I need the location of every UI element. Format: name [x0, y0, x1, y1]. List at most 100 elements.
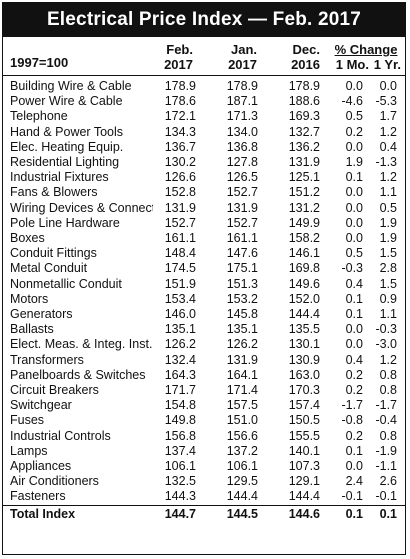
table-row: Appliances 106.1 106.1 107.3 0.0 -1.1 — [3, 459, 405, 474]
mo-value: 0.1 — [345, 170, 363, 185]
yr-value: 1.9 — [379, 215, 397, 230]
category-name: Industrial Fixtures — [10, 170, 109, 185]
category-name: Elect. Meas. & Integ. Inst. — [10, 337, 153, 352]
mo-value: -0.3 — [341, 261, 363, 276]
feb-header-year: 2017 — [164, 57, 193, 72]
feb-value: 151.9 — [164, 276, 196, 291]
yr-value: 2.6 — [379, 474, 397, 489]
yr-value: 0.4 — [379, 139, 397, 154]
jan-value: 145.8 — [226, 307, 258, 322]
jan-value: 164.1 — [226, 367, 258, 382]
feb-value: 152.8 — [164, 185, 196, 200]
one-year-header: 1 Yr. — [373, 57, 401, 72]
category-name: Telephone — [10, 109, 68, 124]
yr-value: 0.1 — [363, 504, 397, 522]
row-spacer — [397, 429, 405, 444]
row-spacer — [397, 337, 405, 352]
jan-value: 147.6 — [226, 246, 258, 261]
jan-value: 153.2 — [226, 291, 258, 306]
feb-value: 136.7 — [164, 139, 196, 154]
price-index-table-frame: Electrical Price Index — Feb. 2017 1997=… — [2, 2, 406, 555]
table-row: Wiring Devices & Connectors 131.9 131.9 131… — [3, 201, 405, 216]
jan-value: 126.5 — [226, 170, 258, 185]
mo-value: 0.1 — [345, 291, 363, 306]
category-name: Industrial Controls — [10, 428, 111, 443]
jan-value: 175.1 — [226, 261, 258, 276]
category-name: Transformers — [10, 352, 84, 367]
feb-column-header: Feb. 2017 — [163, 42, 193, 72]
table-row: Boxes 161.1 161.1 158.2 0.0 1.9 — [3, 231, 405, 246]
dec-value: 144.4 — [288, 489, 320, 504]
mo-value: 0.1 — [320, 504, 363, 522]
pct-change-label: % Change — [334, 42, 398, 57]
table-row: Motors 153.4 153.2 152.0 0.1 0.9 — [3, 292, 405, 307]
category-name: Conduit Fittings — [10, 246, 97, 261]
dec-value: 169.3 — [288, 109, 320, 124]
jan-value: 152.7 — [226, 215, 258, 230]
feb-value: 178.9 — [164, 79, 196, 93]
table-row: Power Wire & Cable 178.6 187.1 188.6 -4.6 -5.… — [3, 94, 405, 109]
jan-value: 187.1 — [226, 94, 258, 109]
category-name: Total Index — [3, 504, 153, 522]
table-row: Residential Lighting 130.2 127.8 131.9 1.9 -1… — [3, 155, 405, 170]
dec-header-month: Dec. — [292, 42, 320, 57]
jan-value: 156.6 — [226, 428, 258, 443]
table-row: Telephone 172.1 171.3 169.3 0.5 1.7 — [3, 109, 405, 124]
mo-value: 0.0 — [345, 322, 363, 337]
yr-value: 1.1 — [379, 185, 397, 200]
yr-value: 0.5 — [379, 200, 397, 215]
yr-value: 1.7 — [379, 109, 397, 124]
row-spacer — [397, 155, 405, 170]
dec-value: 155.5 — [288, 428, 320, 443]
mo-value: -1.7 — [341, 398, 363, 413]
feb-value: 130.2 — [164, 155, 196, 170]
table-row: Fasteners 144.3 144.4 144.4 -0.1 -0.1 — [3, 489, 405, 505]
table-row: Circuit Breakers 171.7 171.4 170.3 0.2 0.8 — [3, 383, 405, 398]
feb-value: 146.0 — [164, 307, 196, 322]
mo-value: 0.0 — [345, 459, 363, 474]
dec-value: 178.9 — [288, 79, 320, 93]
yr-value: -0.4 — [375, 413, 397, 428]
row-spacer — [397, 489, 405, 505]
column-header: 1997=100 Feb. 2017 Jan. 2017 Dec. 2016 %… — [3, 37, 405, 76]
dec-column-header: Dec. 2016 — [285, 42, 320, 72]
feb-value: 172.1 — [164, 109, 196, 124]
jan-value: 127.8 — [226, 155, 258, 170]
dec-value: 131.2 — [288, 200, 320, 215]
mo-value: 1.9 — [345, 155, 363, 170]
jan-header-year: 2017 — [228, 57, 257, 72]
jan-value: 144.5 — [196, 504, 258, 522]
yr-value: 1.2 — [379, 170, 397, 185]
row-spacer — [397, 504, 405, 522]
table-row: Building Wire & Cable 178.9 178.9 178.9 0.0 0… — [3, 79, 405, 94]
category-name: Elec. Heating Equip. — [10, 139, 124, 154]
price-index-table: Building Wire & Cable 178.9 178.9 178.9 0.0 0… — [3, 79, 405, 522]
jan-value: 106.1 — [226, 459, 258, 474]
yr-value: 1.2 — [379, 352, 397, 367]
jan-value: 151.3 — [226, 276, 258, 291]
table-row: Panelboards & Switches 164.3 164.1 163.0 0.2… — [3, 368, 405, 383]
dec-header-year: 2016 — [291, 57, 320, 72]
mo-value: 0.0 — [345, 231, 363, 246]
mo-value: 0.0 — [345, 337, 363, 352]
category-name: Circuit Breakers — [10, 383, 99, 398]
jan-value: 171.3 — [226, 109, 258, 124]
dec-value: 150.5 — [288, 413, 320, 428]
yr-value: 0.8 — [379, 367, 397, 382]
mo-value: 0.2 — [345, 124, 363, 139]
row-spacer — [397, 383, 405, 398]
row-spacer — [397, 277, 405, 292]
row-spacer — [397, 94, 405, 109]
feb-value: 132.5 — [164, 474, 196, 489]
total-row: Total Index 144.7 144.5 144.6 0.1 0.1 — [3, 504, 405, 522]
category-name: Fans & Blowers — [10, 185, 98, 200]
category-name: Generators — [10, 307, 73, 322]
row-spacer — [397, 140, 405, 155]
category-name: Air Conditioners — [10, 474, 99, 489]
row-spacer — [397, 474, 405, 489]
yr-value: -1.7 — [375, 398, 397, 413]
category-name: Pole Line Hardware — [10, 215, 120, 230]
category-name: Fuses — [10, 413, 45, 428]
feb-value: 132.4 — [164, 352, 196, 367]
mo-value: 0.5 — [345, 246, 363, 261]
